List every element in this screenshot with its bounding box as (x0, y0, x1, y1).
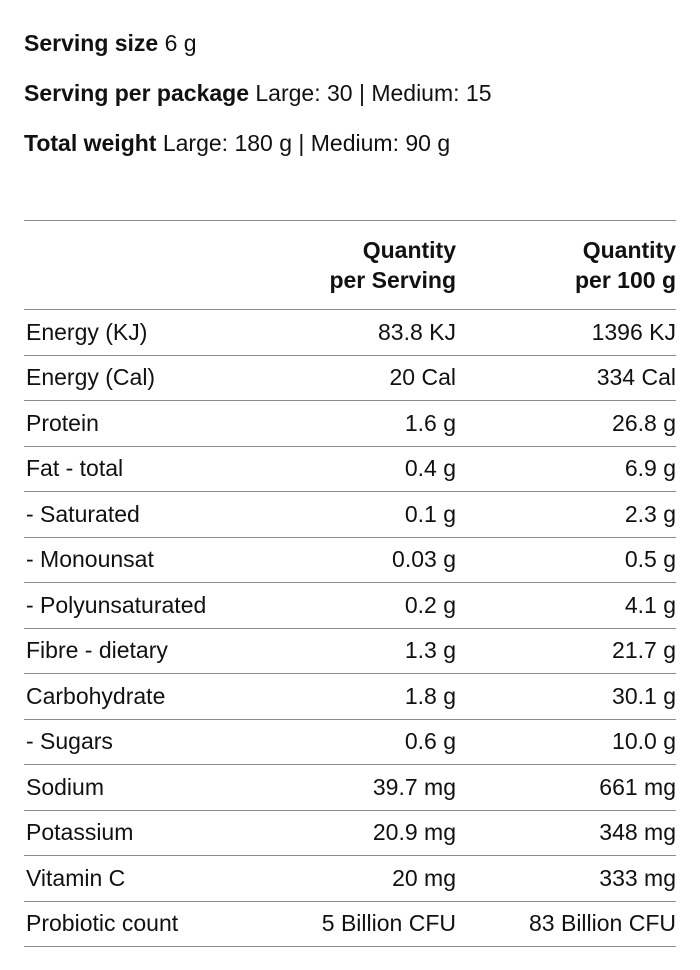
per-serving-value: 39.7 mg (372, 773, 456, 800)
table-row: Carbohydrate 1.8 g 30.1 g (24, 674, 676, 720)
header-per-serving: Quantity per Serving (294, 221, 456, 309)
serving-size-line: Serving size 6 g (24, 28, 684, 58)
nutrient-name: Potassium (26, 819, 134, 846)
table-row: - Sugars 0.6 g 10.0 g (24, 720, 676, 765)
serving-size-value: 6 g (164, 30, 197, 56)
table-header: Quantity per Serving Quantity per 100 g (24, 221, 676, 310)
per-serving-value: 0.03 g (392, 546, 456, 573)
header-per-100g: Quantity per 100 g (456, 221, 676, 309)
table-row: Potassium 20.9 mg 348 mg (24, 811, 676, 856)
per-serving-value: 20 Cal (389, 364, 456, 391)
per-100g-value: 6.9 g (624, 455, 676, 482)
nutrient-name: Protein (26, 409, 99, 436)
per-serving-value: 1.3 g (404, 637, 456, 664)
per-100g-value: 21.7 g (612, 637, 676, 664)
header-per-100g-line2: per 100 g (575, 267, 676, 293)
table-row: - Polyunsaturated 0.2 g 4.1 g (24, 583, 676, 629)
table-row: - Saturated 0.1 g 2.3 g (24, 492, 676, 538)
nutrition-table: Quantity per Serving Quantity per 100 g … (24, 220, 676, 947)
nutrient-name: - Monounsat (26, 546, 154, 573)
nutrient-name: Energy (Cal) (26, 364, 156, 391)
nutrient-name: - Saturated (26, 500, 140, 527)
nutrient-name: Probiotic count (26, 910, 179, 937)
total-weight-value: Large: 180 g | Medium: 90 g (162, 130, 451, 156)
per-serving-value: 0.1 g (404, 500, 456, 527)
table-body: Energy (KJ) 83.8 KJ 1396 KJ Energy (Cal) 20 … (24, 310, 676, 947)
total-weight-line: Total weight Large: 180 g | Medium: 90 g (24, 128, 684, 158)
per-serving-value: 1.6 g (404, 409, 456, 436)
nutrient-name: Sodium (26, 773, 104, 800)
per-serving-value: 83.8 KJ (378, 318, 456, 345)
nutrient-name: - Polyunsaturated (26, 591, 207, 618)
per-100g-value: 4.1 g (624, 591, 676, 618)
serving-per-package-value: Large: 30 | Medium: 15 (255, 80, 492, 106)
per-serving-value: 1.8 g (404, 682, 456, 709)
table-row: - Monounsat 0.03 g 0.5 g (24, 538, 676, 583)
nutrient-name: - Sugars (26, 728, 113, 755)
table-row: Probiotic count 5 Billion CFU 83 Billion C… (24, 902, 676, 947)
per-serving-value: 20.9 mg (372, 819, 456, 846)
serving-info: Serving size 6 g Serving per package Lar… (24, 28, 684, 178)
nutrient-name: Vitamin C (26, 864, 126, 891)
per-100g-value: 83 Billion CFU (529, 910, 676, 937)
serving-size-label: Serving size (24, 30, 159, 56)
header-per-serving-line2: per Serving (329, 267, 456, 293)
per-100g-value: 2.3 g (624, 500, 676, 527)
per-serving-value: 5 Billion CFU (321, 910, 456, 937)
nutrient-name: Carbohydrate (26, 682, 166, 709)
per-serving-value: 0.6 g (404, 728, 456, 755)
nutrient-name: Fibre - dietary (26, 637, 168, 664)
table-row: Energy (Cal) 20 Cal 334 Cal (24, 356, 676, 401)
per-100g-value: 334 Cal (596, 364, 676, 391)
per-100g-value: 333 mg (599, 864, 676, 891)
table-row: Protein 1.6 g 26.8 g (24, 401, 676, 447)
table-row: Energy (KJ) 83.8 KJ 1396 KJ (24, 310, 676, 356)
header-per-serving-line1: Quantity (362, 237, 456, 263)
header-name-column (24, 221, 294, 309)
per-100g-value: 26.8 g (612, 409, 676, 436)
per-100g-value: 348 mg (599, 819, 676, 846)
serving-per-package-label: Serving per package (24, 80, 249, 106)
nutrient-name: Energy (KJ) (26, 318, 148, 345)
table-row: Fibre - dietary 1.3 g 21.7 g (24, 629, 676, 674)
per-100g-value: 661 mg (599, 773, 676, 800)
per-100g-value: 1396 KJ (591, 318, 676, 345)
table-row: Sodium 39.7 mg 661 mg (24, 765, 676, 811)
per-100g-value: 10.0 g (612, 728, 676, 755)
table-row: Vitamin C 20 mg 333 mg (24, 856, 676, 902)
per-100g-value: 30.1 g (612, 682, 676, 709)
per-serving-value: 0.2 g (404, 591, 456, 618)
header-per-100g-line1: Quantity (582, 237, 676, 263)
per-100g-value: 0.5 g (624, 546, 676, 573)
total-weight-label: Total weight (24, 130, 157, 156)
per-serving-value: 20 mg (392, 864, 456, 891)
table-row: Fat - total 0.4 g 6.9 g (24, 447, 676, 492)
nutrient-name: Fat - total (26, 455, 124, 482)
serving-per-package-line: Serving per package Large: 30 | Medium: … (24, 78, 684, 108)
per-serving-value: 0.4 g (404, 455, 456, 482)
